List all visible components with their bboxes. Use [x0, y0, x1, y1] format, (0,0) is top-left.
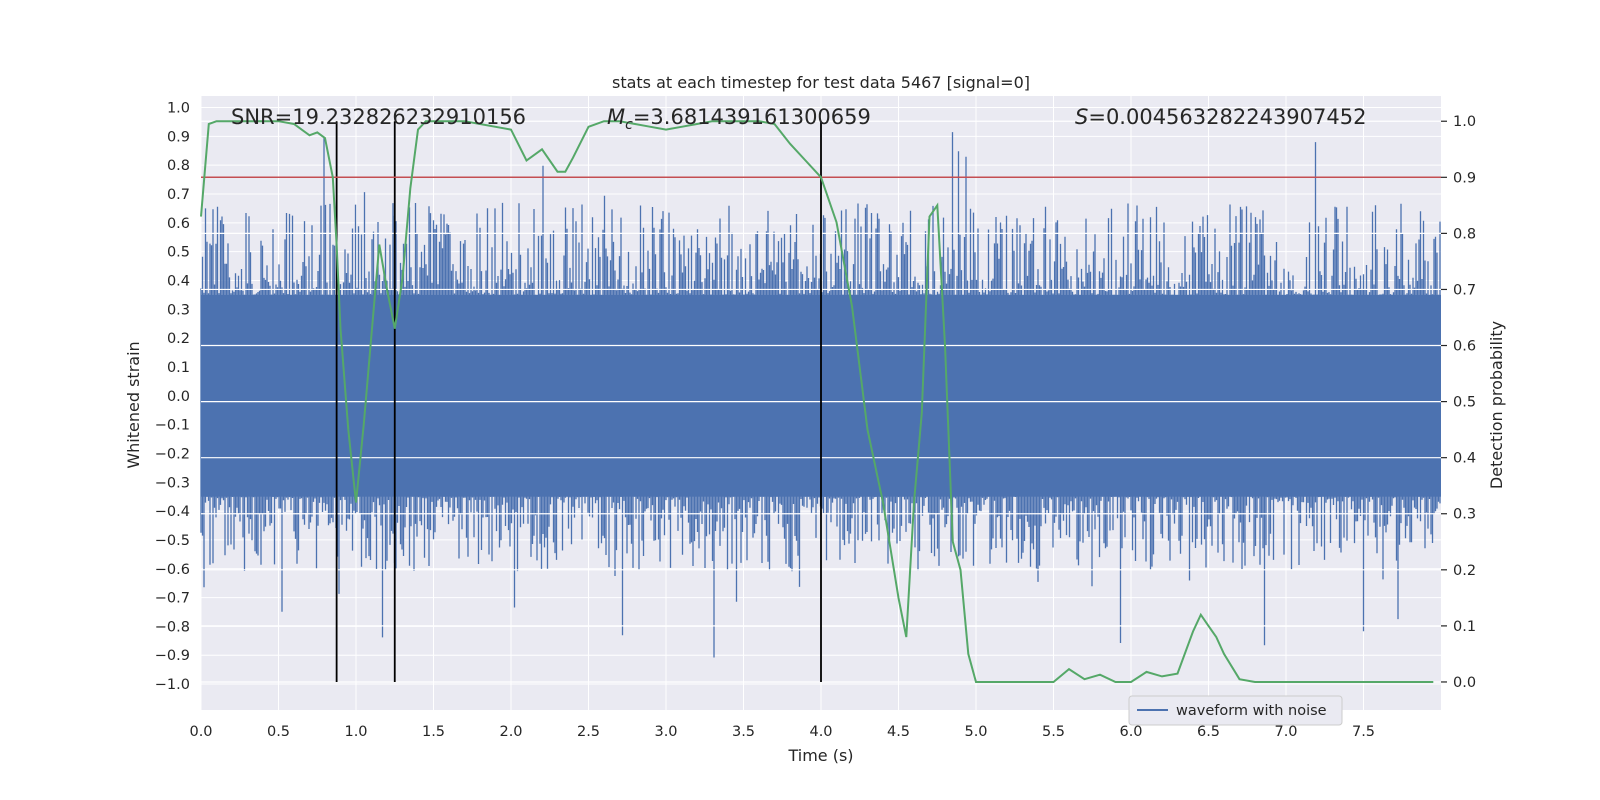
x-tick-label: 7.0 [1274, 724, 1297, 740]
chirp-mass-symbol: M [607, 105, 625, 129]
y-left-tick-label: 0.6 [167, 216, 190, 232]
y-right-tick-label: 0.7 [1453, 282, 1476, 298]
y-left-tick-label: −0.8 [155, 619, 190, 635]
y-left-tick-label: 0.2 [167, 331, 190, 347]
legend-label: waveform with noise [1176, 703, 1327, 719]
y-left-tick-label: −1.0 [155, 677, 190, 693]
y-left-tick-labels: 1.0 0.9 0.8 0.7 0.6 0.5 0.4 0.3 0.2 0.1 0.0 −0.1 −0.… [155, 101, 190, 694]
y-left-tick-label: 0.9 [167, 129, 190, 145]
y-right-axis-label: Detection probability [1487, 321, 1506, 489]
x-tick-label: 2.0 [499, 724, 522, 740]
y-left-tick-label: 0.3 [167, 302, 190, 318]
y-left-tick-label: −0.2 [155, 446, 190, 462]
y-left-tick-label: 0.4 [167, 273, 190, 289]
legend-box [1128, 695, 1343, 726]
s-symbol: S [1075, 105, 1088, 129]
y-right-tick-label: 0.6 [1453, 339, 1476, 355]
legend: waveform with noise [1128, 695, 1343, 726]
x-tick-label: 3.0 [654, 724, 677, 740]
x-tick-label: 5.0 [964, 724, 987, 740]
s-annotation: S=0.004563282243907452 [1075, 105, 1366, 129]
y-right-tick-label: 0.9 [1453, 170, 1476, 186]
y-right-tick-label: 0.4 [1453, 451, 1476, 467]
y-right-tick-label: 1.0 [1453, 114, 1476, 130]
y-left-tick-label: −0.7 [155, 591, 190, 607]
x-tick-label: 4.5 [887, 724, 910, 740]
y-right-tick-label: 0.3 [1453, 507, 1476, 523]
y-left-tick-label: 0.1 [167, 360, 190, 376]
y-left-tick-label: −0.5 [155, 533, 190, 549]
y-left-tick-label: −0.6 [155, 562, 190, 578]
x-tick-label: 5.5 [1042, 724, 1065, 740]
x-tick-label: 3.5 [732, 724, 755, 740]
chart-title: stats at each timestep for test data 546… [612, 73, 1030, 92]
x-tick-label: 1.0 [344, 724, 367, 740]
x-tick-label: 2.5 [577, 724, 600, 740]
y-left-tick-label: 0.0 [167, 389, 190, 405]
chirp-mass-subscript: c [625, 117, 633, 133]
s-value: =0.004563282243907452 [1088, 105, 1366, 129]
x-tick-label: 4.0 [809, 724, 832, 740]
y-left-axis-label: Whitened strain [124, 341, 143, 468]
y-left-tick-label: 0.7 [167, 187, 190, 203]
x-tick-label: 1.5 [422, 724, 445, 740]
y-right-tick-label: 0.2 [1453, 563, 1476, 579]
x-tick-label: 0.0 [189, 724, 212, 740]
x-axis-label: Time (s) [787, 746, 853, 765]
y-right-tick-label: 0.0 [1453, 675, 1476, 691]
vertical-markers [335, 121, 822, 682]
y-left-tick-label: −0.3 [155, 475, 190, 491]
x-tick-label: 7.5 [1352, 724, 1375, 740]
y-right-tick-label: 0.1 [1453, 619, 1476, 635]
snr-annotation: SNR=19.232826232910156 [231, 105, 526, 129]
x-tick-label: 6.0 [1119, 724, 1142, 740]
chirp-mass-annotation: Mc=3.681439161300659 [607, 105, 871, 133]
chirp-mass-value: =3.681439161300659 [633, 105, 871, 129]
y-right-tick-label: 0.5 [1453, 395, 1476, 411]
y-left-tick-label: −0.9 [155, 648, 190, 664]
x-tick-label: 0.5 [267, 724, 290, 740]
x-tick-label: 6.5 [1197, 724, 1220, 740]
y-right-tick-labels: 1.0 0.9 0.8 0.7 0.6 0.5 0.4 0.3 0.2 0.1 0.0 [1441, 114, 1476, 691]
x-tick-labels: 0.0 0.5 1.0 1.5 2.0 2.5 3.0 3.5 4.0 4.5 5.0 5.5 6.0 6… [189, 724, 1375, 740]
y-left-tick-label: −0.4 [155, 504, 190, 520]
y-left-tick-label: 0.8 [167, 158, 190, 174]
y-left-tick-label: −0.1 [155, 418, 190, 434]
y-right-tick-label: 0.8 [1453, 226, 1476, 242]
y-left-tick-label: 0.5 [167, 245, 190, 261]
detection-probability-line [200, 120, 1434, 683]
y-left-tick-label: 1.0 [167, 101, 190, 117]
